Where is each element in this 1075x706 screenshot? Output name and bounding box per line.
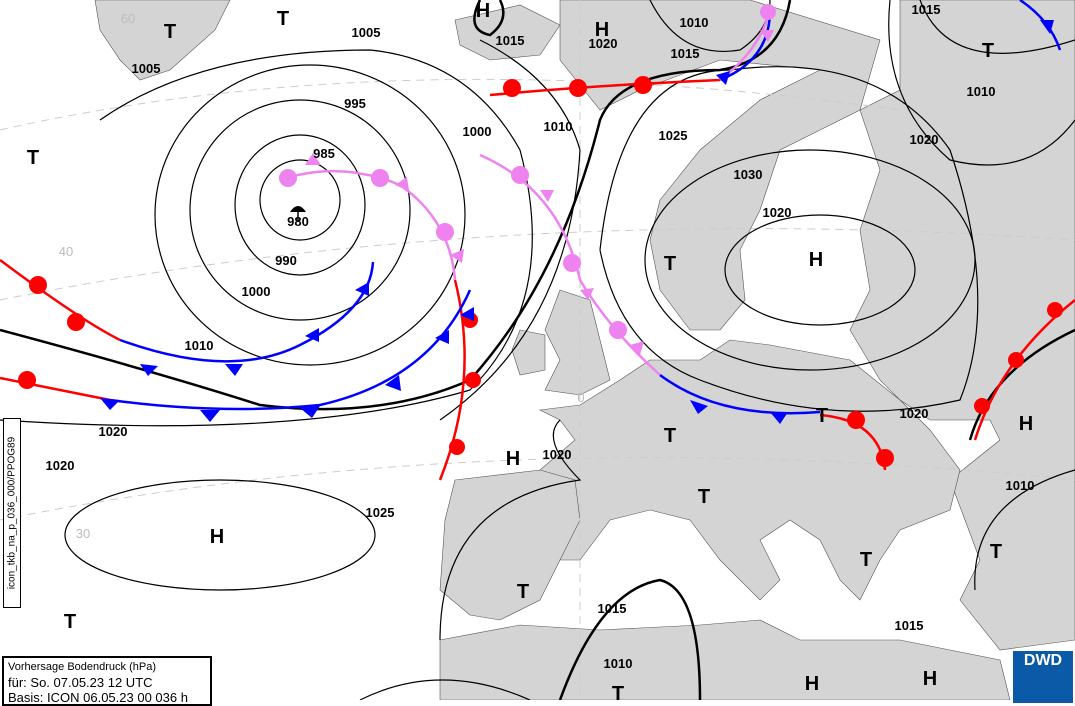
cold-front	[109, 289, 472, 411]
pressure-system-symbol: H	[595, 19, 609, 41]
isobar-label: 1005	[132, 61, 161, 76]
isobar-label: 1010	[544, 119, 573, 134]
pressure-system-symbol: T	[664, 425, 676, 447]
isobar-label: 1025	[659, 128, 688, 143]
grid-label: 0	[577, 390, 584, 405]
warm-front	[438, 279, 466, 481]
dwd-logo: DWD	[1012, 650, 1074, 704]
warm-front	[0, 376, 111, 402]
dwd-logo-text: DWD	[1023, 652, 1063, 669]
isobar-label: 1005	[352, 25, 381, 40]
isobar-labels: 1005 1005 1015 1020 1010 1015 1015 1010 995 1000 1…	[46, 2, 1035, 671]
pressure-system-symbol: T	[612, 683, 624, 700]
pressure-system-symbol: H	[210, 526, 224, 548]
isobar-label: 980	[287, 214, 309, 229]
isobar-label: 1020	[589, 36, 618, 51]
pressure-systems: T T H H T T T H H T T T H H T T T H T H T	[27, 0, 1033, 700]
pressure-system-symbol: H	[805, 673, 819, 695]
isobar-label: 1000	[242, 284, 271, 299]
pressure-system-symbol: T	[664, 253, 676, 275]
legend-valid-time: für: So. 07.05.23 12 UTC	[8, 675, 153, 690]
pressure-system-symbol: H	[506, 448, 520, 470]
pressure-system-symbol: H	[809, 249, 823, 271]
grid-label: 30	[76, 526, 90, 541]
pressure-system-symbol: T	[990, 541, 1002, 563]
isobar-label: 1020	[763, 205, 792, 220]
pressure-system-symbol: T	[27, 147, 39, 169]
isobar-label: 1020	[46, 458, 75, 473]
british-isles	[511, 289, 611, 396]
isobar-label: 1015	[895, 618, 924, 633]
isobar-label: 1015	[598, 601, 627, 616]
pressure-system-symbol: T	[982, 40, 994, 62]
isobar-label: 1015	[496, 33, 525, 48]
isobar-label: 990	[275, 253, 297, 268]
isobar-label: 1020	[99, 424, 128, 439]
isobar-label: 1010	[1006, 478, 1035, 493]
isobar-label: 1020	[910, 132, 939, 147]
isobar-label: 1025	[366, 505, 395, 520]
legend-basis: Basis: ICON 06.05.23 00 036 h	[8, 690, 188, 705]
isobar-label: 1010	[680, 15, 709, 30]
greenland	[94, 0, 231, 81]
isobar-label: 1015	[671, 46, 700, 61]
legend-title: Vorhersage Bodendruck (hPa)	[8, 661, 156, 673]
legend-box: Vorhersage Bodendruck (hPa) für: So. 07.…	[2, 656, 212, 706]
isobar-label: 1015	[912, 2, 941, 17]
cold-front	[119, 261, 375, 363]
grid-label: 40	[59, 244, 73, 259]
africa	[439, 619, 1011, 700]
warm-front	[0, 258, 121, 342]
pressure-system-symbol: H	[1019, 413, 1033, 435]
grid-label: 60	[121, 11, 135, 26]
product-id-text: icon_tkb_na_p_036_000/PPOG89	[6, 436, 18, 590]
pressure-system-symbol: T	[164, 21, 176, 43]
isobar-label: 995	[344, 96, 366, 111]
pressure-system-symbol: T	[517, 581, 529, 603]
pressure-system-symbol: T	[698, 486, 710, 508]
product-id-label: icon_tkb_na_p_036_000/PPOG89	[3, 418, 21, 608]
pressure-system-symbol: H	[476, 0, 490, 22]
pressure-system-symbol: T	[64, 611, 76, 633]
iceland	[454, 4, 561, 61]
grid-labels: 60 40 30 0	[59, 11, 585, 541]
cold-front	[659, 373, 821, 415]
isobar-label: 1010	[185, 338, 214, 353]
pressure-system-symbol: H	[923, 668, 937, 690]
isobar-label: 985	[313, 146, 335, 161]
front-symbols	[18, 4, 1063, 467]
pressure-system-symbol: T	[860, 549, 872, 571]
iberia	[439, 469, 581, 621]
isobar-label: 1020	[543, 447, 572, 462]
isobar-label: 1020	[900, 406, 929, 421]
pressure-system-symbol: T	[816, 405, 828, 427]
isobar-label: 1030	[734, 167, 763, 182]
pressure-system-symbol: T	[277, 8, 289, 30]
low-center-marker	[290, 206, 306, 222]
isobar-label: 1010	[967, 84, 996, 99]
isobar-label: 1010	[604, 656, 633, 671]
finland-russia	[849, 0, 1075, 651]
isobar-label: 1000	[463, 124, 492, 139]
